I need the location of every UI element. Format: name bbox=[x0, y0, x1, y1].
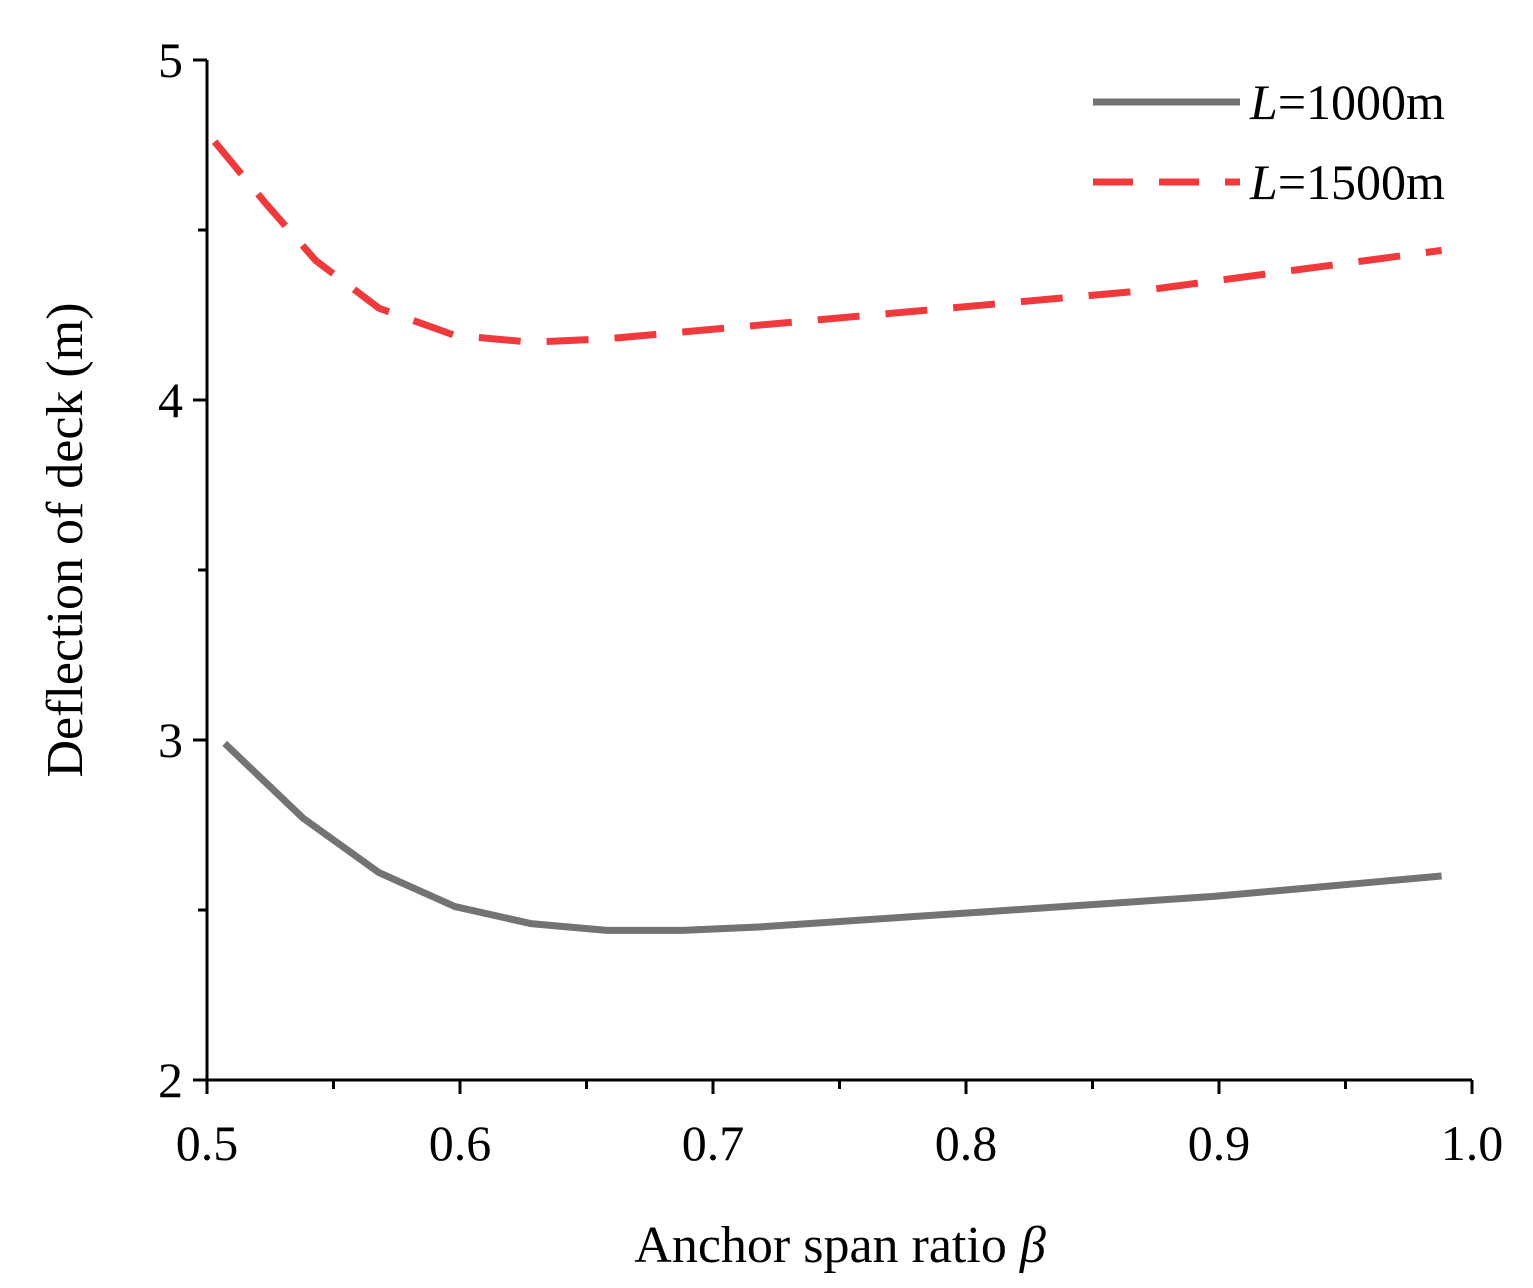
x-tick-label: 0.8 bbox=[935, 1115, 998, 1171]
legend-label-1: L=1000m bbox=[1249, 74, 1445, 130]
axes bbox=[205, 60, 1472, 1082]
y-axis-title: Deflection of deck (m) bbox=[37, 302, 94, 777]
y-tick-label: 3 bbox=[158, 712, 183, 768]
data-series bbox=[211, 139, 1443, 934]
legend-label-2: L=1500m bbox=[1249, 154, 1445, 210]
x-axis-title: Anchor span ratio β bbox=[634, 1217, 1046, 1274]
x-tick-label: 0.5 bbox=[176, 1115, 239, 1171]
legend: L=1000m L=1500m bbox=[1093, 74, 1445, 210]
tick-labels: 0.5 0.6 0.7 0.8 0.9 1.0 2 3 4 5 bbox=[158, 32, 1503, 1171]
y-tick-label: 4 bbox=[158, 372, 183, 428]
series-line-2 bbox=[211, 139, 1443, 346]
tick-marks bbox=[193, 58, 1474, 1094]
x-tick-label: 0.7 bbox=[682, 1115, 745, 1171]
x-tick-label: 0.6 bbox=[429, 1115, 492, 1171]
y-tick-label: 2 bbox=[158, 1052, 183, 1108]
x-tick-label: 0.9 bbox=[1188, 1115, 1251, 1171]
x-tick-label: 1.0 bbox=[1441, 1115, 1504, 1171]
series-line-1 bbox=[222, 740, 1442, 934]
y-tick-label: 5 bbox=[158, 32, 183, 88]
